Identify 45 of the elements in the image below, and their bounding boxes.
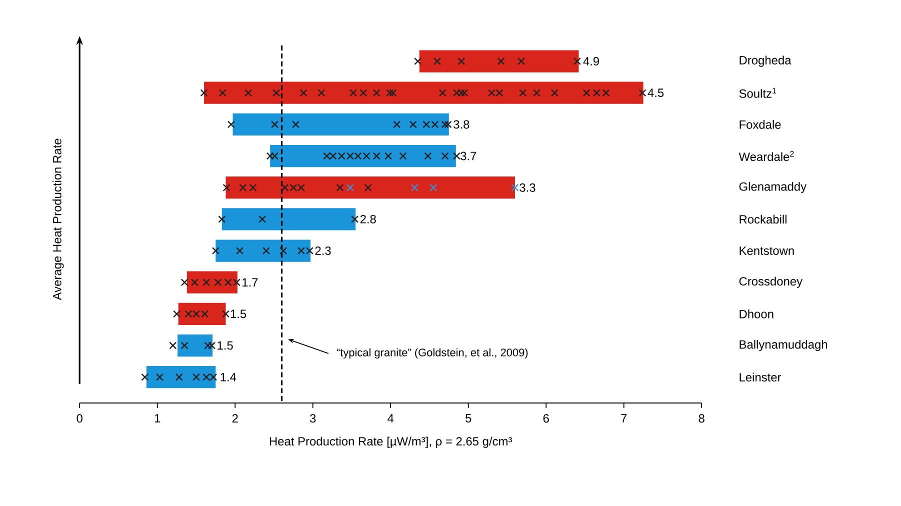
annotation: 1.7 [242, 278, 258, 286]
annotation: 1.5 [230, 310, 246, 318]
y-tick-label: Weardale$^{2}$ [738, 151, 794, 162]
x-tick-label: 5 [466, 414, 472, 422]
x-tick-label: 2 [232, 414, 238, 423]
annotation: 3.3 [520, 183, 536, 192]
x-tick-label: 6 [543, 414, 549, 423]
y-tick-label: Drogheda [740, 56, 792, 67]
annotation: 1.5 [218, 341, 233, 350]
y-tick-label: Ballynamuddagh [740, 340, 828, 352]
bar [270, 144, 456, 168]
y-tick-label: Kentstown [740, 246, 794, 255]
bar [216, 240, 311, 262]
annotation: 1.4 [220, 373, 236, 382]
x-tick-label: 8 [698, 414, 704, 423]
annotation: 3.8 [454, 120, 470, 129]
x-tick-label: 4 [388, 414, 394, 422]
annotation: 4.9 [583, 57, 599, 66]
annotation: 4.5 [648, 88, 664, 98]
bar [146, 366, 216, 388]
y-tick-label: Rockabill [740, 214, 786, 224]
x-tick-label: 0 [76, 414, 82, 423]
bar [178, 302, 226, 325]
bar [226, 176, 516, 199]
y-axis-title: Average Heat Production Rate [52, 138, 64, 300]
y-tick-label: Dhoon [740, 310, 774, 318]
annotation: 2.3 [315, 246, 331, 255]
annotation: 3.7 [460, 152, 476, 160]
x-axis-title: Heat Production Rate [µW/m³], ρ = 2.65 g/cm³ [270, 436, 512, 448]
ref-line-label: “typical granite” (Goldstein, et al., 2009) [336, 348, 528, 359]
bar [178, 334, 213, 357]
y-tick-label: Crossdoney [739, 276, 803, 288]
y-tick-label: Foxdale [740, 120, 781, 129]
bar [186, 271, 238, 294]
y-tick-label: Glenamaddy [739, 182, 807, 194]
bar [204, 82, 644, 104]
x-tick-label: 1 [154, 414, 160, 422]
bar [419, 50, 579, 72]
y-tick-label: Leinster [740, 372, 782, 382]
bar [232, 113, 449, 136]
y-tick-label: Soultz$^{1}$ [739, 88, 776, 98]
bar [222, 208, 356, 230]
x-tick-label: 3 [310, 414, 316, 423]
annotation: 2.8 [360, 214, 376, 224]
x-tick-label: 7 [621, 414, 627, 422]
